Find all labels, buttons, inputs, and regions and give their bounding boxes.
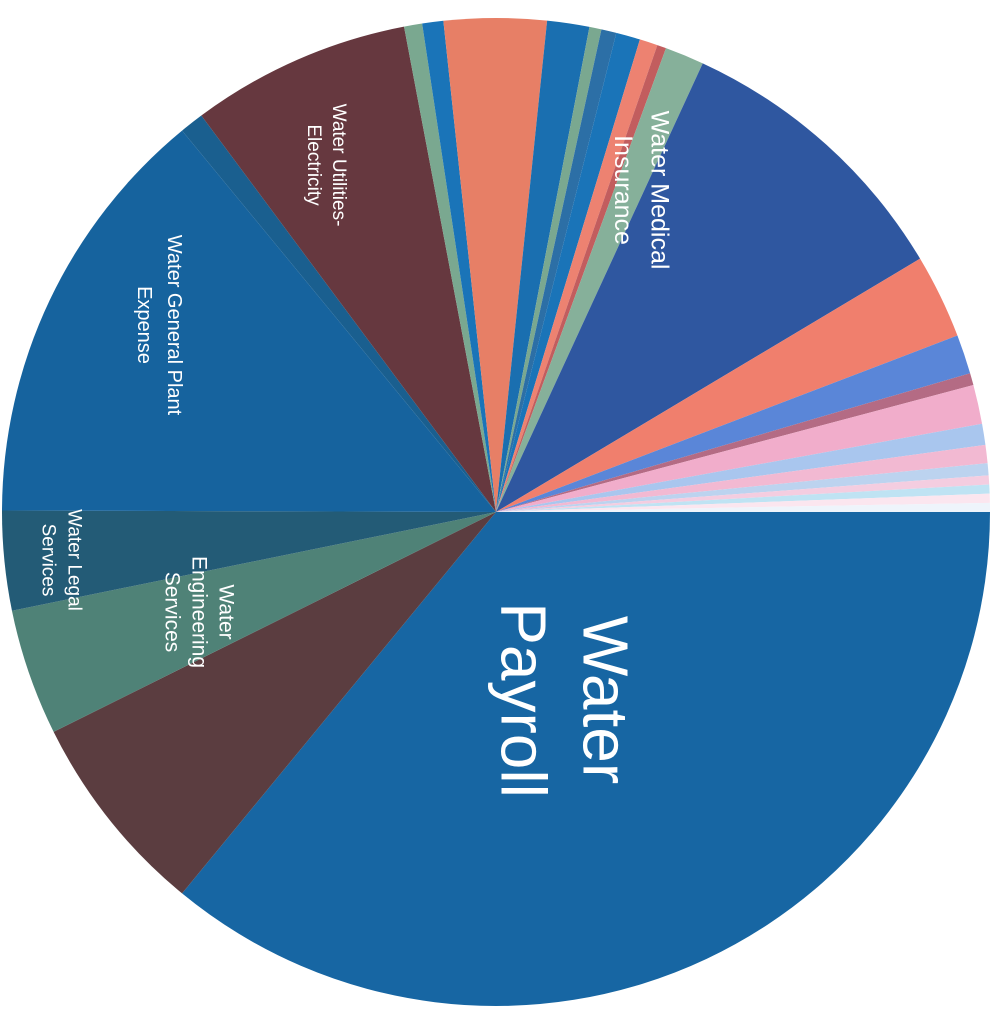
pie-slice-slice-13 (496, 29, 617, 512)
label-water-payroll: WaterPayroll (488, 602, 642, 798)
pie-slice-slice-20 (496, 335, 971, 512)
pie-slice-slice-29 (496, 502, 990, 512)
pie-slice-slice-10 (443, 17, 548, 512)
label-line: Water (215, 584, 238, 639)
label-line: Payroll (488, 602, 560, 798)
label-water-general-plant-expense: Water General Plant Expense (133, 235, 185, 416)
pie-slice-water-utilities-electricity (201, 26, 496, 512)
pie-slice-slice-11 (496, 20, 590, 513)
pie-slice-slice-28 (496, 493, 990, 512)
label-line: Water Legal (63, 509, 84, 611)
pie-slice-slice-21 (496, 373, 974, 512)
label-line: Water (570, 616, 642, 784)
pie-slice-slice-25 (496, 463, 989, 512)
pie-slice-water-legal-services (11, 512, 497, 732)
label-line: Electricity (303, 124, 324, 206)
pie-slice-slice-16 (496, 45, 666, 513)
pie-labels: WaterPayrollWaterEngineeringServicesWate… (37, 104, 673, 798)
pie-slice-slice-12 (496, 26, 602, 512)
label-water-utilities-electricity: Water Utilities-Electricity (303, 104, 349, 227)
pie-slice-slice-1 (53, 512, 497, 894)
pie-slice-slice-9 (422, 20, 496, 513)
pie-slice-slice-26 (496, 475, 990, 512)
label-line: Engineering (188, 556, 211, 668)
pie-slice-slice-23 (496, 423, 986, 512)
label-line: Water Medical (645, 111, 673, 270)
pie-slice-slice-6 (182, 115, 496, 512)
pie-slice-water-payroll (182, 512, 990, 1006)
label-line: Services (37, 524, 58, 597)
pie-slice-slice-19 (496, 258, 958, 512)
label-line: Expense (133, 286, 155, 364)
label-line: Insurance (609, 135, 637, 245)
pie-slice-slice-15 (496, 39, 658, 513)
pie-slice-slice-14 (496, 32, 640, 512)
pie-slice-slice-8 (404, 23, 496, 513)
label-line: Water Utilities- (328, 104, 349, 227)
pie-slice-water-general-plant-expense (2, 130, 496, 512)
pie-slice-slice-27 (496, 484, 990, 512)
pie-slice-water-medical-insurance (496, 63, 921, 513)
pie-slice-slice-24 (496, 444, 988, 512)
pie-slice-slice-4 (1, 510, 497, 611)
pie-slice-slice-17 (496, 48, 703, 513)
label-water-medical-insurance: Water Medical Insurance (609, 111, 673, 270)
label-water-engineering-services: WaterEngineeringServices (161, 556, 238, 668)
pie-slice-slice-22 (496, 385, 983, 512)
pie-slices (1, 17, 990, 1006)
label-line: Services (161, 572, 184, 653)
label-water-legal-services: Water LegalServices (37, 509, 84, 611)
label-line: Water General Plant (163, 235, 185, 416)
